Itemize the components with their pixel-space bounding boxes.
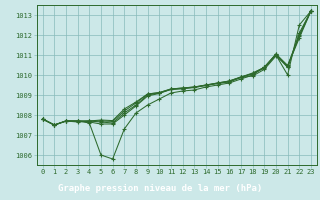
Text: Graphe pression niveau de la mer (hPa): Graphe pression niveau de la mer (hPa) — [58, 184, 262, 193]
